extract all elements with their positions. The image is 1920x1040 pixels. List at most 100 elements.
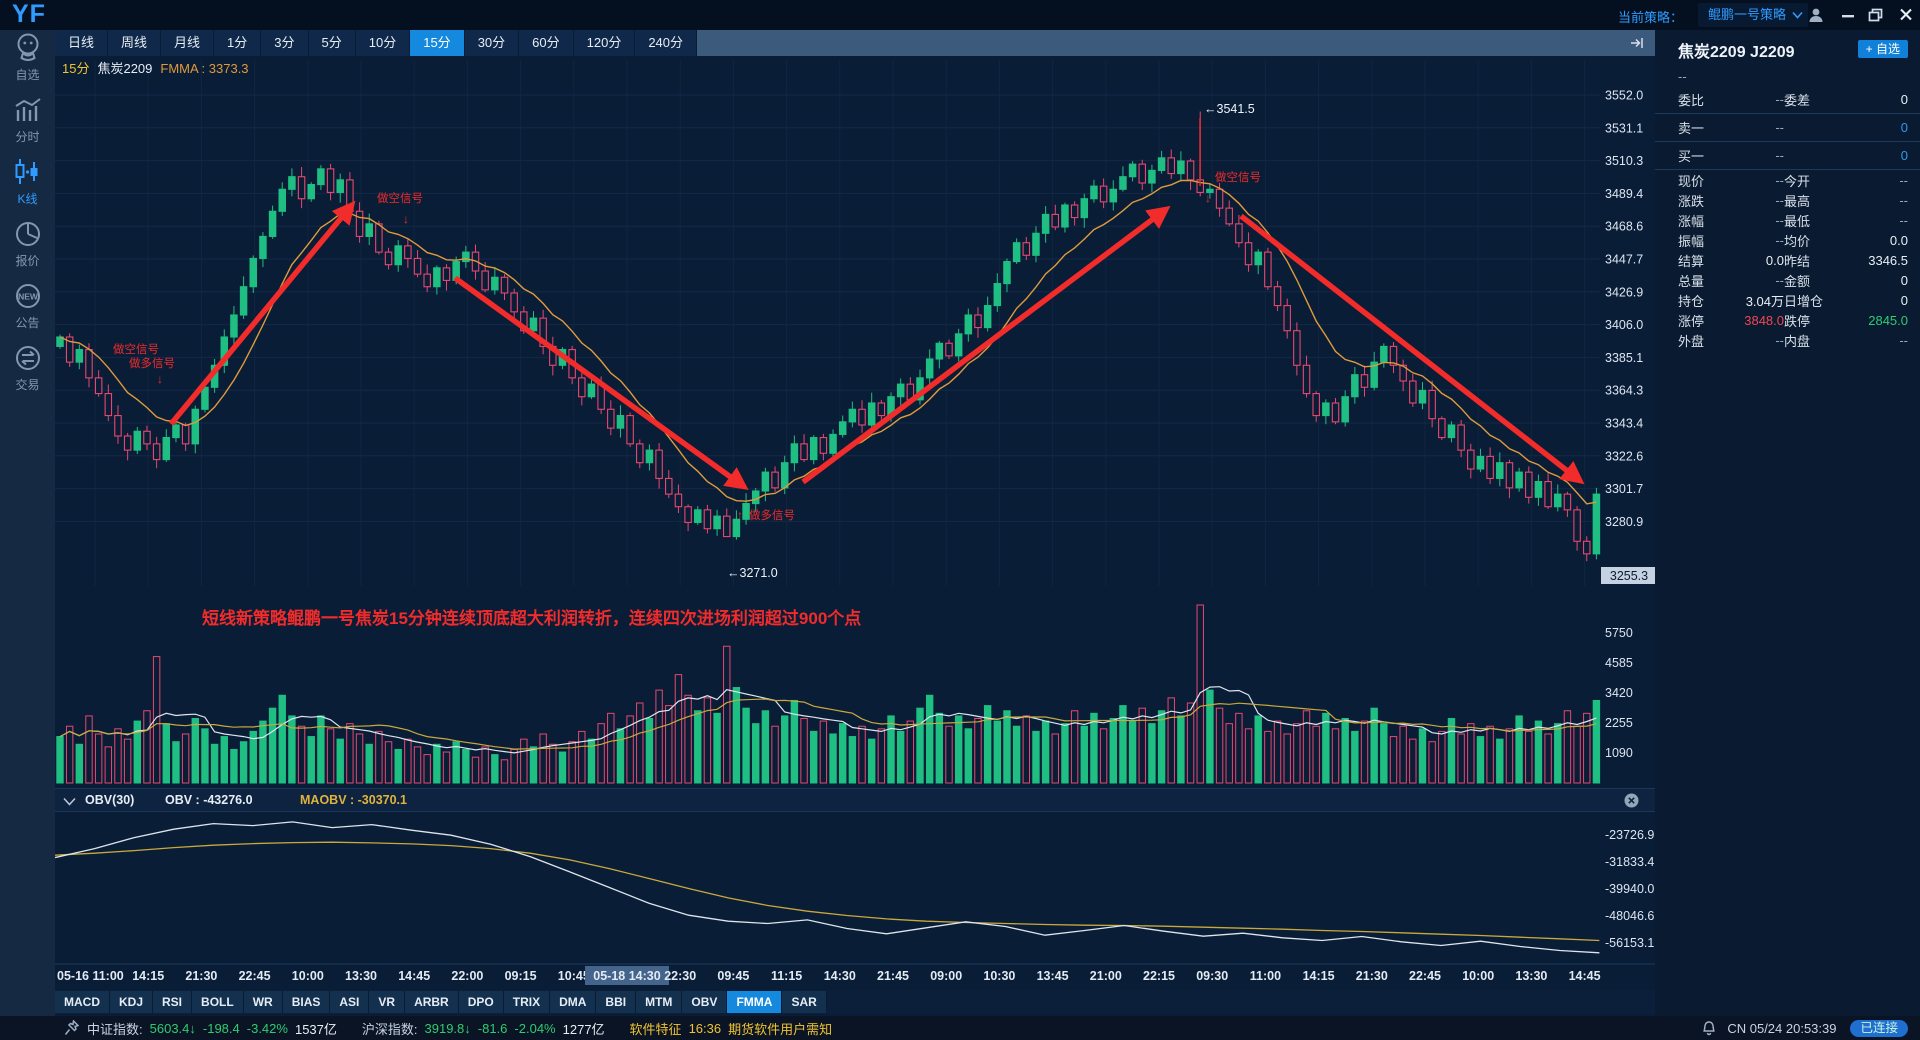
indicator-tab-TRIX[interactable]: TRIX bbox=[503, 991, 551, 1013]
period-tab-3分[interactable]: 3分 bbox=[261, 30, 309, 56]
quote-row: -- bbox=[1655, 66, 1920, 86]
quote-label: 涨停 bbox=[1678, 313, 1705, 329]
volume-bar bbox=[684, 694, 692, 784]
period-tab-120分[interactable]: 120分 bbox=[573, 30, 636, 56]
add-watchlist-button[interactable]: + 自选 bbox=[1857, 40, 1908, 58]
indicator-tab-OBV[interactable]: OBV bbox=[682, 991, 728, 1013]
candle-body bbox=[143, 430, 151, 445]
indicator-tab-SAR[interactable]: SAR bbox=[782, 991, 827, 1013]
indicator-tab-BOLL[interactable]: BOLL bbox=[192, 991, 244, 1013]
period-tab-15分[interactable]: 15分 bbox=[410, 30, 465, 56]
candle-body bbox=[1186, 160, 1195, 181]
indicator-tab-MACD[interactable]: MACD bbox=[55, 991, 110, 1013]
candle-body bbox=[1244, 242, 1253, 266]
candle-body bbox=[317, 168, 325, 186]
sidebar-item-watchlist[interactable]: 自选 bbox=[0, 32, 55, 88]
sidebar-item-announcement[interactable]: NEW 公告 bbox=[0, 280, 55, 336]
candle-body bbox=[1167, 157, 1175, 175]
sidebar-item-kline[interactable]: K线 bbox=[0, 156, 55, 212]
svg-text:NEW: NEW bbox=[18, 292, 39, 302]
candle-body bbox=[1351, 374, 1359, 398]
quote-label: 持仓 bbox=[1678, 293, 1705, 309]
volume-bar bbox=[800, 718, 808, 784]
sidebar-item-quotes[interactable]: 报价 bbox=[0, 218, 55, 274]
volume-bar bbox=[1254, 715, 1262, 784]
period-tab-30分[interactable]: 30分 bbox=[464, 30, 520, 56]
sidebar-item-label: 报价 bbox=[15, 254, 40, 268]
candle-body bbox=[1428, 389, 1436, 420]
price-axis-label: 3552.0 bbox=[1605, 89, 1643, 103]
indicator-tab-DMA[interactable]: DMA bbox=[550, 991, 597, 1013]
volume-bar bbox=[742, 707, 750, 784]
candle-body bbox=[1438, 418, 1446, 439]
indicator-tab-BIAS[interactable]: BIAS bbox=[282, 991, 331, 1013]
restore-window-icon[interactable] bbox=[1866, 6, 1886, 24]
volume-bar bbox=[1534, 720, 1543, 784]
period-tab-1分[interactable]: 1分 bbox=[214, 30, 262, 56]
period-tab-月线[interactable]: 月线 bbox=[161, 30, 215, 56]
pin-icon[interactable] bbox=[64, 1020, 79, 1036]
period-tab-10分[interactable]: 10分 bbox=[355, 30, 411, 56]
candle-body bbox=[268, 210, 277, 237]
collapse-panel-icon[interactable] bbox=[1629, 35, 1645, 51]
last-price-tag bbox=[1601, 567, 1655, 584]
candle-body bbox=[974, 314, 982, 329]
quote-label: 今开 bbox=[1784, 173, 1811, 189]
candle-body bbox=[848, 408, 857, 423]
indicator-tab-ARBR[interactable]: ARBR bbox=[405, 991, 459, 1013]
trend-arrow bbox=[801, 205, 1171, 485]
sidebar-item-intraday[interactable]: 分时 bbox=[0, 94, 55, 150]
candle-body bbox=[394, 245, 402, 266]
time-axis-label: 13:30 bbox=[345, 969, 377, 983]
volume-bar bbox=[1486, 725, 1494, 784]
volume-bar bbox=[1244, 728, 1253, 784]
indicator-tab-RSI[interactable]: RSI bbox=[153, 991, 193, 1013]
volume-axis-label: 5750 bbox=[1605, 626, 1633, 640]
volume-bar bbox=[1003, 710, 1011, 784]
candle-body bbox=[1322, 402, 1330, 417]
chevron-down-icon[interactable] bbox=[63, 797, 76, 806]
period-tab-5分[interactable]: 5分 bbox=[308, 30, 356, 56]
indicator-tab-KDJ[interactable]: KDJ bbox=[110, 991, 154, 1013]
trend-arrow bbox=[453, 275, 749, 491]
indicator-tab-ASI[interactable]: ASI bbox=[330, 991, 370, 1013]
candle-body bbox=[1360, 374, 1369, 388]
price-axis-label: 3280.9 bbox=[1605, 515, 1643, 529]
candle-body bbox=[1273, 286, 1282, 307]
strategy-dropdown[interactable]: 鲲鹏一号策略 bbox=[1698, 3, 1809, 27]
candle-body bbox=[85, 349, 93, 379]
price-axis-label: 3301.7 bbox=[1605, 482, 1643, 496]
bell-icon[interactable] bbox=[1701, 1020, 1717, 1037]
indicator-tab-BBI[interactable]: BBI bbox=[596, 991, 637, 1013]
indicator-tab-MTM[interactable]: MTM bbox=[636, 991, 683, 1013]
sidebar-item-trade[interactable]: 交易 bbox=[0, 342, 55, 398]
candle-body bbox=[790, 443, 799, 464]
quote-label: 均价 bbox=[1784, 233, 1811, 249]
indicator-tab-FMMA[interactable]: FMMA bbox=[727, 991, 783, 1013]
period-tab-240分[interactable]: 240分 bbox=[635, 30, 698, 56]
obv-axis-label: -56153.1 bbox=[1605, 936, 1654, 950]
time-axis-label: 11:00 bbox=[1250, 969, 1281, 983]
time-axis-label: 22:45 bbox=[239, 969, 271, 983]
period-tab-周线[interactable]: 周线 bbox=[108, 30, 162, 56]
indicator-tab-DPO[interactable]: DPO bbox=[458, 991, 504, 1013]
period-tab-日线[interactable]: 日线 bbox=[55, 30, 109, 56]
price-axis-label: 3343.4 bbox=[1605, 417, 1643, 431]
volume-bar bbox=[887, 715, 895, 784]
close-icon[interactable] bbox=[1896, 6, 1916, 24]
main-chart[interactable]: 3552.0 3531.1 3510.3 3489.4 3468.6 3447.7 3426… bbox=[55, 56, 1655, 990]
close-indicator-icon[interactable] bbox=[1624, 793, 1639, 808]
connection-status-badge[interactable]: 已连接 bbox=[1850, 1019, 1908, 1037]
quote-label: 总量 bbox=[1678, 273, 1705, 289]
user-account-icon[interactable] bbox=[1806, 6, 1826, 24]
period-tab-60分[interactable]: 60分 bbox=[519, 30, 574, 56]
volume-bar bbox=[1428, 741, 1436, 784]
quote-value: 0 bbox=[1900, 148, 1908, 163]
candle-body bbox=[1177, 160, 1185, 175]
indicator-tab-VR[interactable]: VR bbox=[369, 991, 406, 1013]
quote-row: 委比 -- 委差 0 bbox=[1655, 86, 1920, 114]
obv-axis-label: -23726.9 bbox=[1605, 828, 1654, 842]
minimize-icon[interactable] bbox=[1838, 6, 1858, 24]
candle-body bbox=[1544, 481, 1552, 508]
indicator-tab-WR[interactable]: WR bbox=[243, 991, 283, 1013]
